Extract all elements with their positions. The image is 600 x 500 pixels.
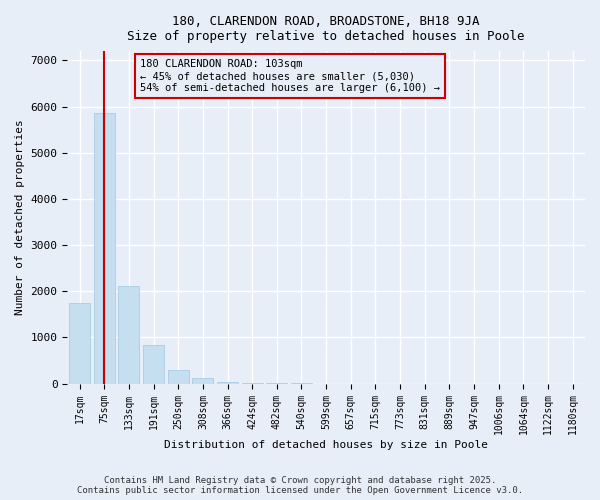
Bar: [193, 378, 214, 384]
Text: Contains HM Land Registry data © Crown copyright and database right 2025.
Contai: Contains HM Land Registry data © Crown c…: [77, 476, 523, 495]
Bar: [94, 112, 115, 384]
X-axis label: Distribution of detached houses by size in Poole: Distribution of detached houses by size …: [164, 440, 488, 450]
Y-axis label: Number of detached properties: Number of detached properties: [15, 120, 25, 315]
Bar: [118, 286, 139, 384]
Bar: [69, 303, 90, 384]
Bar: [242, 383, 263, 384]
Bar: [168, 370, 188, 384]
Bar: [217, 382, 238, 384]
Text: 180 CLARENDON ROAD: 103sqm
← 45% of detached houses are smaller (5,030)
54% of s: 180 CLARENDON ROAD: 103sqm ← 45% of deta…: [140, 60, 440, 92]
Bar: [143, 345, 164, 384]
Title: 180, CLARENDON ROAD, BROADSTONE, BH18 9JA
Size of property relative to detached : 180, CLARENDON ROAD, BROADSTONE, BH18 9J…: [127, 15, 525, 43]
